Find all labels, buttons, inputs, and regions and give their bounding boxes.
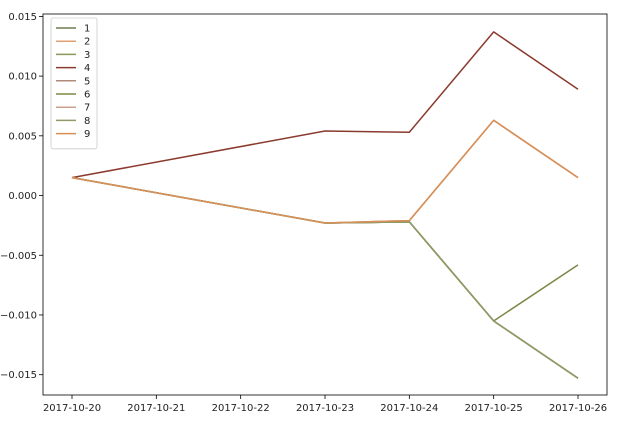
y-tick-label: 0.005 <box>8 131 37 142</box>
series-line-8 <box>71 176 579 379</box>
legend-label-8: 8 <box>84 116 90 127</box>
series-lines <box>71 31 579 379</box>
x-tick-label: 2017-10-22 <box>212 403 270 414</box>
x-tick-label: 2017-10-23 <box>296 403 354 414</box>
legend-label-4: 4 <box>84 63 90 74</box>
legend-label-1: 1 <box>84 24 90 35</box>
plot-frame <box>42 13 608 396</box>
x-tick-label: 2017-10-24 <box>380 403 438 414</box>
series-line-5 <box>71 176 579 379</box>
legend-label-3: 3 <box>84 50 90 61</box>
y-tick-label: 0.010 <box>8 72 37 83</box>
y-tick-label: −0.015 <box>0 370 37 381</box>
series-line-2 <box>71 119 579 224</box>
series-line-7 <box>71 119 579 224</box>
x-tick-label: 2017-10-26 <box>549 403 607 414</box>
series-line-4 <box>71 31 579 179</box>
x-tick-label: 2017-10-21 <box>127 403 185 414</box>
legend-label-5: 5 <box>84 76 90 87</box>
y-tick-label: −0.005 <box>0 251 37 262</box>
y-tick-label: 0.000 <box>8 191 37 202</box>
y-axis: −0.015 −0.010 −0.005 0.000 0.005 0.010 0.015 <box>0 12 43 381</box>
x-tick-label: 2017-10-25 <box>465 403 523 414</box>
x-tick-label: 2017-10-20 <box>43 403 101 414</box>
legend: 1 2 3 4 5 6 7 8 9 <box>50 17 98 150</box>
y-tick-label: −0.010 <box>0 310 37 321</box>
series-line-9 <box>71 119 579 224</box>
series-line-3 <box>71 176 579 379</box>
series-line-1 <box>71 176 579 379</box>
legend-label-9: 9 <box>84 129 90 140</box>
legend-box <box>50 17 98 150</box>
legend-label-6: 6 <box>84 90 90 101</box>
y-tick-label: 0.015 <box>8 12 37 23</box>
legend-label-7: 7 <box>84 103 90 114</box>
series-line-6 <box>71 176 579 322</box>
x-axis: 2017-10-20 2017-10-21 2017-10-22 2017-10-23… <box>43 395 607 414</box>
legend-label-2: 2 <box>84 37 90 48</box>
